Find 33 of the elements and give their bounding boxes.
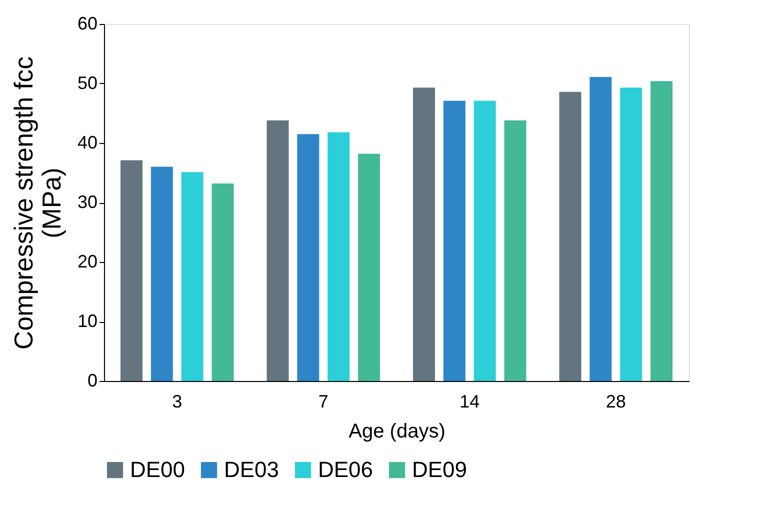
bar bbox=[650, 81, 673, 381]
y-tick-label: 40 bbox=[77, 132, 98, 152]
bar bbox=[297, 134, 320, 381]
y-tick-label: 60 bbox=[77, 14, 98, 34]
bar bbox=[559, 92, 582, 381]
bar bbox=[328, 132, 350, 381]
bar bbox=[150, 166, 173, 381]
bar bbox=[504, 120, 526, 381]
bar bbox=[181, 172, 204, 381]
legend-label: DE03 bbox=[224, 457, 280, 482]
x-tick-label: 7 bbox=[318, 392, 328, 412]
x-tick-label: 3 bbox=[172, 392, 182, 412]
bar bbox=[120, 160, 142, 381]
y-tick-label: 50 bbox=[77, 73, 98, 93]
bar bbox=[358, 154, 380, 381]
bar bbox=[412, 88, 435, 381]
legend-label: DE09 bbox=[412, 457, 468, 482]
bar bbox=[474, 100, 496, 381]
bar bbox=[620, 88, 642, 381]
x-axis-title: Age (days) bbox=[348, 420, 446, 442]
bar bbox=[443, 100, 466, 381]
y-axis-title: Compressive strength fcc (MPa) bbox=[8, 56, 66, 350]
bar bbox=[590, 76, 612, 381]
x-tick-label: 14 bbox=[460, 392, 480, 412]
y-tick-label: 20 bbox=[77, 252, 98, 272]
y-tick-label: 10 bbox=[77, 311, 98, 331]
bar bbox=[266, 120, 289, 381]
legend-label: DE06 bbox=[318, 457, 374, 482]
bar bbox=[212, 183, 234, 381]
x-tick-label: 28 bbox=[606, 392, 626, 412]
y-tick-label: 0 bbox=[87, 370, 98, 390]
y-tick-label: 30 bbox=[77, 192, 98, 212]
legend-label: DE00 bbox=[130, 457, 186, 482]
